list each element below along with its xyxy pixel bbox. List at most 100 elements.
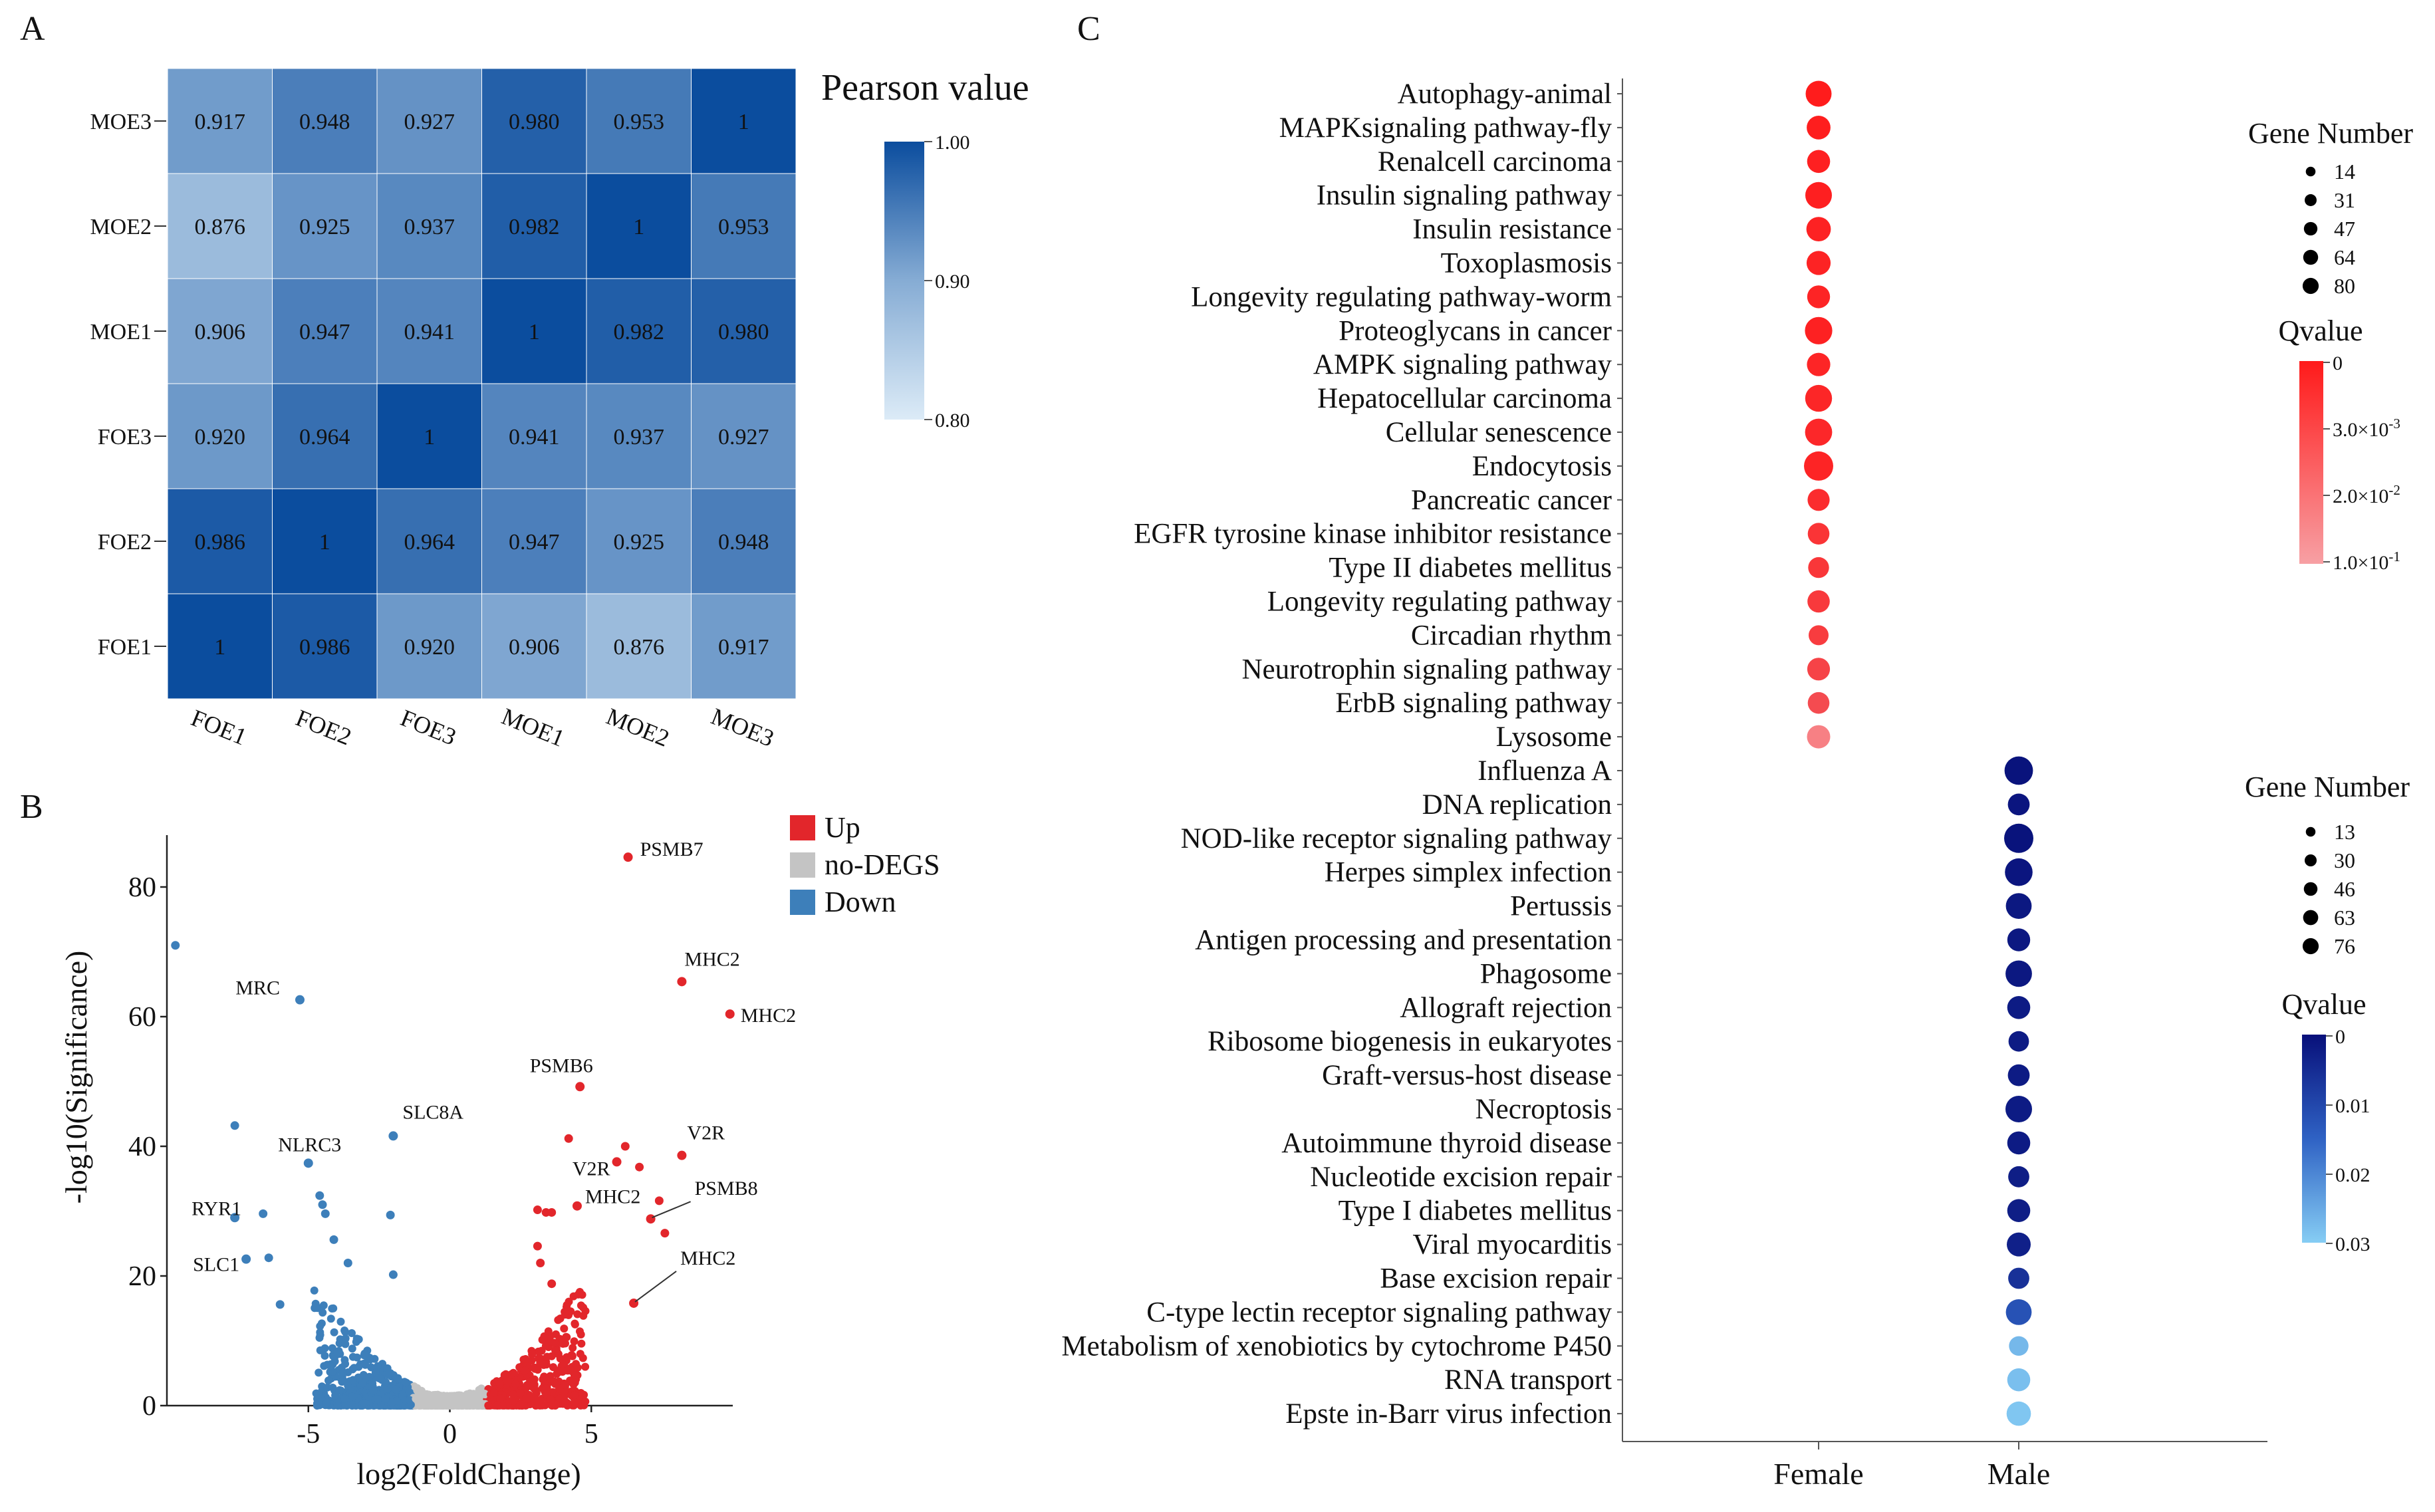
heatmap-cell-value: 0.941 — [509, 425, 560, 449]
volcano-background-point — [340, 1356, 349, 1364]
female-qvalue-legend-title: Qvalue — [2278, 315, 2363, 347]
bubble-dot-female — [1807, 692, 1830, 714]
volcano-legend-label: Up — [825, 811, 860, 844]
bubble-term-label: Proteoglycans in cancer — [1339, 315, 1612, 346]
volcano-background-point — [509, 1390, 517, 1398]
volcano-background-point — [394, 1374, 402, 1382]
bubble-term-label: Type II diabetes mellitus — [1329, 553, 1612, 584]
bubble-dot-female — [1807, 352, 1831, 376]
heatmap-colorbar-ticks: 1.00 0.90 0.80 — [924, 132, 970, 432]
volcano-x-tick-label: 0 — [443, 1419, 457, 1449]
heatmap-cell — [691, 593, 797, 699]
bubble-dot-female — [1808, 557, 1829, 578]
bubble-dot-female — [1807, 285, 1831, 309]
volcano-leader-line — [634, 1271, 677, 1303]
bubble-dot-male — [2005, 893, 2032, 919]
volcano-background-point — [500, 1371, 509, 1380]
female-size-legend-title: Gene Number — [2248, 117, 2413, 150]
heatmap-cell-value: 1 — [319, 530, 330, 555]
volcano-background-point — [384, 1370, 392, 1379]
volcano-background-point — [561, 1311, 569, 1319]
heatmap-cell — [376, 383, 482, 489]
volcano-background-point — [336, 1350, 344, 1358]
male-qvalue-tick-label: 0.01 — [2335, 1095, 2371, 1117]
male-qvalue-tick-label: 0 — [2335, 1026, 2345, 1048]
heatmap-cell — [167, 593, 273, 699]
volcano-background-point — [352, 1334, 361, 1343]
male-size-legend-label: 13 — [2334, 820, 2355, 844]
male-size-legend-label: 30 — [2334, 848, 2355, 872]
volcano-background-point — [551, 1338, 559, 1347]
volcano-background-point — [571, 1371, 579, 1379]
volcano-point-label: MHC2 — [585, 1186, 640, 1208]
bubble-term-label: Pertussis — [1510, 891, 1612, 922]
bubble-dot-female — [1807, 489, 1830, 511]
volcano-background-point — [319, 1309, 327, 1317]
bubble-dot-female — [1807, 150, 1831, 174]
volcano-down-point — [275, 1300, 285, 1309]
volcano-legend-label: no-DEGS — [825, 848, 940, 881]
volcano-point-label: V2R — [573, 1158, 610, 1180]
bubble-dot-female — [1805, 80, 1832, 107]
volcano-background-point — [560, 1324, 569, 1333]
heatmap-cells: 0.917 0.948 0.927 0.980 0.953 1 0.876 0.925 0.93… — [167, 68, 797, 699]
bubble-term-label: Phagosome — [1480, 958, 1612, 989]
bubble-term-label: Longevity regulating pathway — [1267, 586, 1612, 618]
volcano-point-label: RYR1 — [192, 1197, 241, 1219]
heatmap-cell — [481, 173, 587, 279]
male-size-legend-dot — [2303, 910, 2319, 926]
volcano-background-point — [341, 1334, 350, 1342]
heatmap-row-labels: MOE3 MOE2 MOE1 FOE3 FOE2 FOE1 — [90, 110, 166, 660]
volcano-down-point — [320, 1209, 330, 1218]
bubble-term-label: Pancreatic cancer — [1411, 485, 1612, 516]
volcano-up-point — [536, 1259, 545, 1267]
volcano-point-label: SLC8A — [402, 1101, 463, 1123]
volcano-legend-label: Down — [825, 886, 896, 918]
volcano-up-point — [660, 1229, 670, 1238]
bubble-dot-female — [1809, 625, 1829, 646]
male-qvalue-colorbar — [2302, 1035, 2326, 1243]
volcano-down-point — [388, 1270, 398, 1279]
heatmap-cell-value: 0.980 — [718, 320, 769, 344]
heatmap-cell — [376, 488, 482, 594]
volcano-background-point — [571, 1320, 579, 1328]
volcano-labeled-point — [388, 1131, 398, 1141]
bubble-dot-female — [1807, 523, 1830, 545]
bubble-term-label: Herpes simplex infection — [1325, 857, 1612, 888]
volcano-background-point — [360, 1399, 368, 1408]
bubble-term-label: Autophagy-animal — [1398, 78, 1612, 110]
volcano-background-point — [348, 1392, 357, 1401]
female-qvalue-tick-exponent: -3 — [2388, 416, 2400, 432]
volcano-background-point — [382, 1394, 390, 1403]
volcano-point-label: PSMB6 — [530, 1055, 593, 1076]
bubble-dot-male — [2004, 756, 2033, 785]
volcano-background-point — [507, 1396, 516, 1405]
heatmap-cell-value: 0.947 — [299, 320, 350, 344]
volcano-x-axis-label: log2(FoldChange) — [356, 1457, 580, 1491]
bubble-axes: Female Male — [1622, 78, 2267, 1491]
heatmap-cell-value: 0.948 — [299, 110, 350, 134]
heatmap-cell — [167, 383, 273, 489]
bubble-term-label: Viral myocarditis — [1412, 1229, 1612, 1261]
bubble-term-label: Ribosome biogenesis in eukaryotes — [1208, 1026, 1612, 1057]
volcano-background-point — [576, 1327, 584, 1336]
volcano-background-point — [350, 1364, 358, 1372]
heatmap-cell — [376, 173, 482, 279]
volcano-y-tick-label: 40 — [128, 1132, 156, 1162]
volcano-background-point — [531, 1364, 539, 1373]
volcano-background-point — [569, 1344, 577, 1352]
bubble-dot-male — [2007, 996, 2031, 1019]
bubble-dot-female — [1806, 217, 1831, 241]
volcano-background-point — [371, 1368, 380, 1377]
female-size-legend-dot — [2302, 277, 2319, 295]
bubble-term-label: Allograft rejection — [1400, 992, 1612, 1023]
volcano-background-point — [554, 1316, 563, 1324]
volcano-point-label: V2R — [687, 1122, 725, 1144]
volcano-background-point — [315, 1390, 323, 1399]
bubble-term-label: DNA replication — [1422, 789, 1612, 820]
heatmap-cell-value: 1 — [738, 110, 749, 134]
volcano-background-point — [446, 1393, 454, 1402]
volcano-background-point — [555, 1394, 564, 1403]
male-size-legend-dot — [2304, 854, 2317, 867]
volcano-background-point — [523, 1380, 531, 1389]
